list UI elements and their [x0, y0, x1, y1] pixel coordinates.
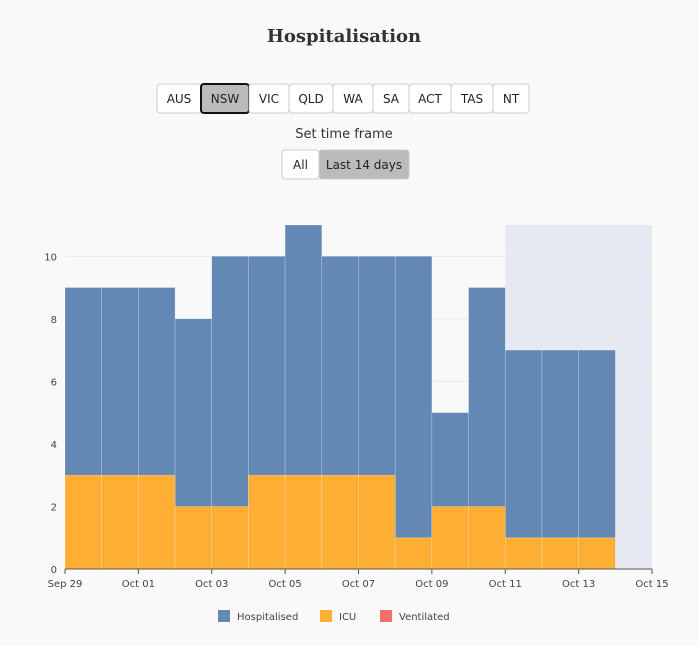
x-tick-label: Oct 15 [635, 579, 668, 590]
x-tick-label: Oct 05 [269, 579, 302, 590]
x-tick-label: Oct 01 [122, 579, 155, 590]
bar [468, 506, 506, 570]
bar [284, 474, 323, 570]
bar [504, 537, 543, 570]
region-button-label[interactable]: ACT [418, 92, 442, 106]
region-button-label[interactable]: WA [343, 92, 363, 106]
y-tick-label: 4 [51, 440, 57, 451]
y-tick-label: 0 [51, 565, 57, 576]
y-tick-label: 10 [44, 252, 57, 263]
bar [211, 506, 249, 570]
y-tick-label: 2 [51, 502, 57, 513]
region-button-label[interactable]: NSW [211, 92, 240, 106]
bar [394, 537, 433, 570]
legend-swatch [218, 610, 230, 622]
region-button-label[interactable]: TAS [460, 92, 483, 106]
legend-label: Ventilated [399, 612, 450, 623]
x-tick-label: Sep 29 [48, 579, 83, 590]
timeframe-button[interactable] [318, 149, 410, 180]
timeframe-button-label[interactable]: All [293, 158, 308, 172]
y-tick-label: 8 [51, 315, 57, 326]
x-tick-label: Oct 07 [342, 579, 375, 590]
bar [358, 474, 396, 570]
bar [138, 474, 176, 570]
chart-title: Hospitalisation [267, 26, 421, 47]
x-tick-label: Oct 11 [489, 579, 522, 590]
x-tick-label: Oct 03 [195, 579, 228, 590]
bar [101, 474, 139, 570]
bar [578, 349, 616, 570]
x-tick-label: Oct 09 [415, 579, 448, 590]
bar [541, 537, 579, 570]
legend-label: ICU [339, 612, 356, 623]
bar [321, 474, 359, 570]
bar [64, 474, 102, 570]
timeframe-button-label[interactable]: Last 14 days [326, 158, 402, 172]
bar [431, 506, 469, 570]
x-tick-label: Oct 13 [562, 579, 595, 590]
bar [394, 255, 433, 570]
region-button-label[interactable]: QLD [298, 92, 323, 106]
legend-swatch [320, 610, 332, 622]
y-tick-label: 6 [51, 377, 57, 388]
region-button-label[interactable]: NT [503, 92, 520, 106]
region-button[interactable] [492, 83, 530, 114]
legend-label: Hospitalised [237, 612, 298, 623]
bar [541, 349, 579, 570]
bar [174, 506, 213, 570]
legend-swatch [380, 610, 392, 622]
region-button-label[interactable]: AUS [167, 92, 192, 106]
timeframe-label: Set time frame [295, 127, 393, 142]
bar [248, 474, 286, 570]
region-button-label[interactable]: VIC [259, 92, 279, 106]
region-button-label[interactable]: SA [383, 92, 400, 106]
bar [504, 349, 543, 570]
bar [578, 537, 616, 570]
